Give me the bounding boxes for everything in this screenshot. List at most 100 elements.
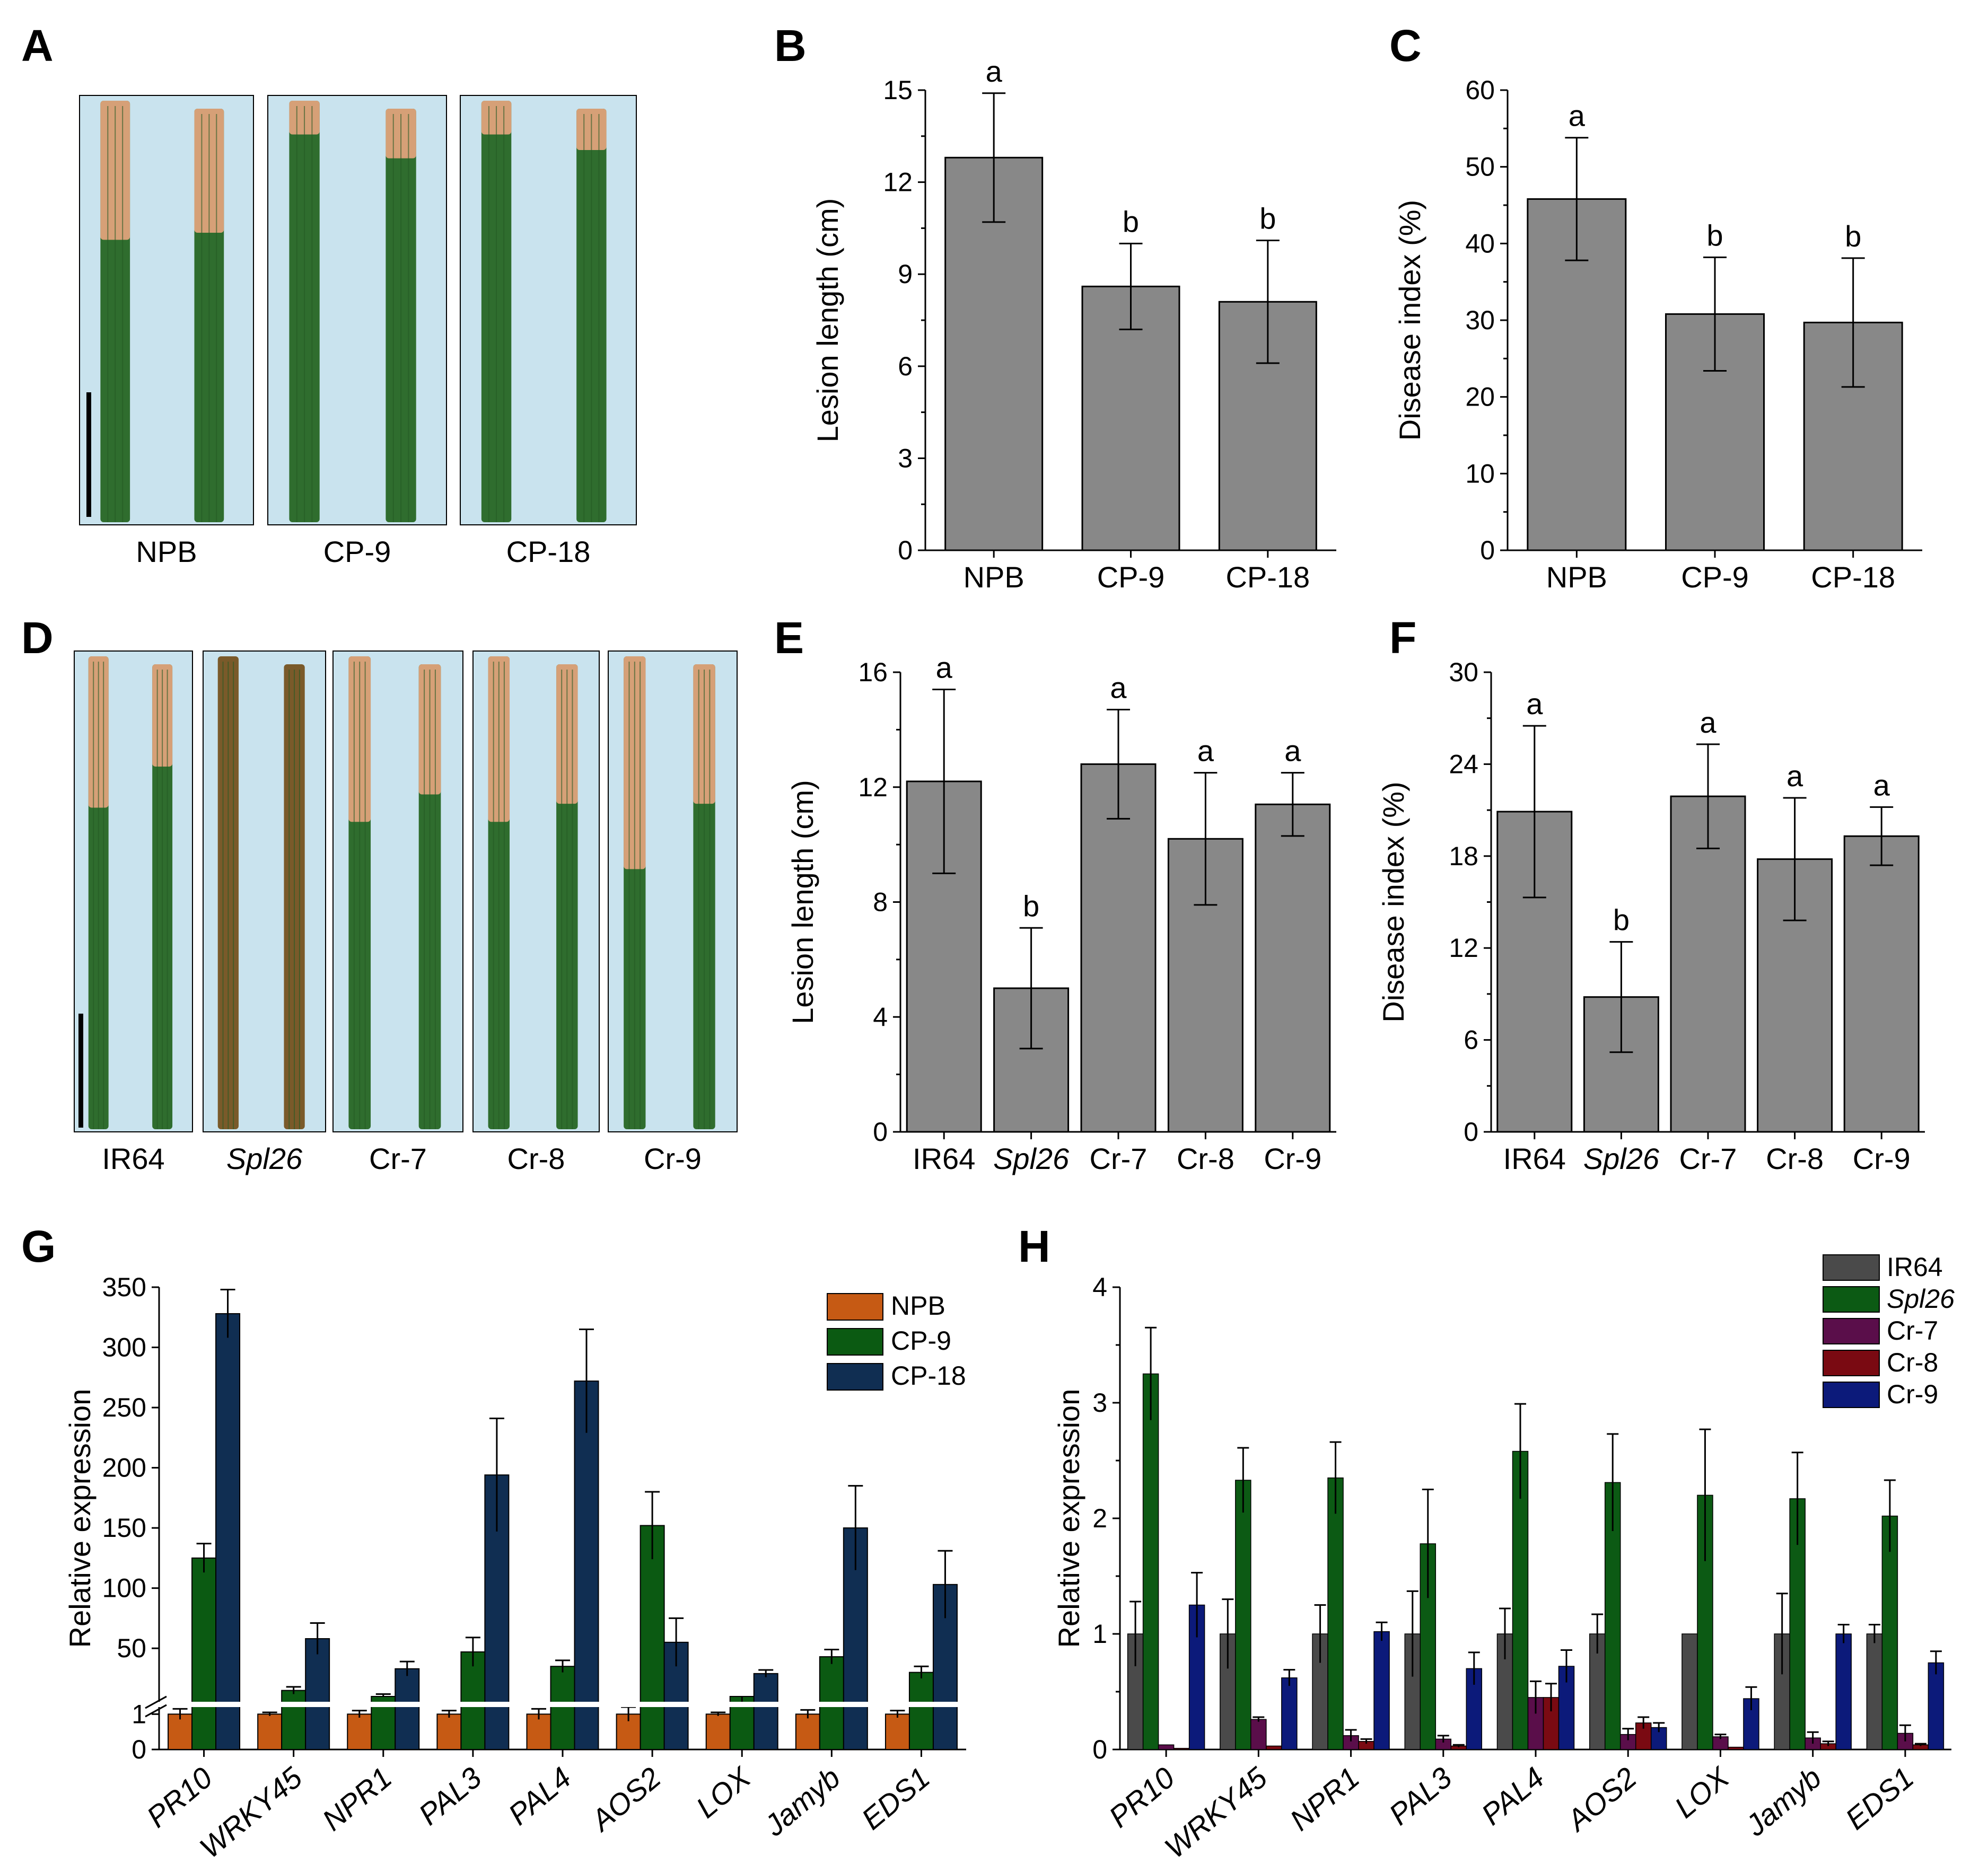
legend-label: Cr-7 — [1887, 1316, 1938, 1346]
x-tick-label: CP-9 — [1097, 560, 1165, 594]
legend-label: Cr-8 — [1887, 1348, 1938, 1377]
bar-ir64-eds1 — [1866, 1633, 1883, 1750]
leaf — [556, 664, 578, 1129]
y-tick-label: 150 — [102, 1513, 146, 1543]
panel-letter-h: H — [1018, 1221, 1050, 1271]
axis-break-mark — [145, 1695, 167, 1709]
x-tick-label: NPB — [1546, 560, 1607, 594]
leaf — [289, 101, 320, 522]
bar-cp18-wrky45 — [305, 1638, 330, 1750]
photo-label: IR64 — [102, 1142, 164, 1175]
bar-cr7 — [1080, 763, 1157, 1133]
chart-e: 0 4 8 12 16 Lesion length (cm) a IR64 b Spl26 a Cr-… — [786, 651, 1336, 1175]
chart-f: 0 6 12 18 24 30 Disease index (%) a IR64 b Spl26 a C… — [1377, 657, 1925, 1175]
leaf — [284, 664, 305, 1129]
bar-npb-wrky45 — [257, 1713, 283, 1750]
y-tick-label: 12 — [858, 772, 888, 802]
leaf — [576, 109, 607, 522]
x-tick-label: AOS2 — [584, 1761, 667, 1838]
x-tick-label: IR64 — [1503, 1142, 1566, 1175]
leaf-photo-cr9: Cr-9 — [608, 650, 738, 1175]
bar-cp9-pal4 — [550, 1666, 575, 1751]
bar-cp18-pal4 — [574, 1380, 599, 1751]
legend-label: Spl26 — [1887, 1284, 1955, 1314]
x-tick-label: Cr-9 — [1853, 1142, 1911, 1175]
legend-swatch — [827, 1328, 883, 1356]
x-tick-label: WRKY45 — [193, 1760, 309, 1865]
photo-label: CP-9 — [323, 535, 391, 568]
legend-swatch — [1823, 1286, 1880, 1313]
leaf — [481, 101, 512, 522]
significance-letter: b — [1123, 205, 1139, 238]
y-tick-label: 0 — [1464, 1117, 1478, 1147]
bar-cr8-wrky45 — [1266, 1745, 1282, 1750]
y-tick-label: 4 — [1092, 1272, 1107, 1302]
leaf-photo-ir64: IR64 — [74, 650, 193, 1175]
significance-letter: a — [1526, 687, 1543, 720]
bar-cr9-wrky45 — [1281, 1677, 1298, 1750]
bar-cp18-jamyb — [843, 1527, 868, 1751]
panel-letter-f: F — [1389, 613, 1416, 663]
y-tick-label: 30 — [1465, 305, 1495, 335]
x-tick-label: Spl26 — [1583, 1142, 1660, 1175]
x-tick-label: PR10 — [1102, 1761, 1181, 1834]
legend-label: NPB — [891, 1291, 945, 1321]
y-tick-label: 0 — [898, 535, 913, 565]
significance-letter: a — [1197, 734, 1214, 768]
legend-label: IR64 — [1887, 1252, 1943, 1282]
significance-letter: a — [1700, 706, 1716, 739]
legend-label: Cr-9 — [1887, 1379, 1938, 1409]
chart-b: 0 3 6 9 12 15 Lesion length (cm) a NPB b CP-9 b CP-1… — [811, 55, 1336, 594]
significance-letter: a — [1284, 734, 1301, 768]
axis-break-gap — [143, 1702, 971, 1707]
scale-bar — [86, 392, 91, 517]
bar-spl26-pr10 — [1142, 1373, 1159, 1750]
significance-letter: b — [1613, 903, 1630, 937]
y-tick-label: 0 — [1480, 535, 1495, 565]
bar-cp9-pal3 — [460, 1651, 486, 1751]
panel-letter-e: E — [774, 613, 804, 663]
y-tick-label: 3 — [898, 443, 913, 473]
significance-letter: b — [1706, 218, 1723, 252]
bar-spl26-npr1 — [1327, 1477, 1344, 1750]
y-tick-label: 30 — [1449, 657, 1478, 687]
significance-letter: a — [1569, 99, 1586, 133]
x-tick-label: Jamyb — [757, 1761, 846, 1843]
y-tick-label: 2 — [1092, 1503, 1107, 1533]
y-tick-label: 50 — [1465, 152, 1495, 182]
x-tick-label: PAL3 — [412, 1761, 487, 1832]
y-axis-title: Relative expression — [63, 1389, 97, 1648]
x-tick-label: EDS1 — [855, 1761, 936, 1836]
bar-cr7-wrky45 — [1250, 1719, 1267, 1750]
bar-cp9-wrky45 — [281, 1690, 306, 1750]
legend-swatch — [827, 1293, 883, 1321]
y-axis-title: Lesion length (cm) — [786, 780, 819, 1024]
panel-letters: A B C D E F G H — [21, 21, 1422, 1271]
photo-label: Cr-8 — [507, 1142, 565, 1175]
y-tick-label: 0 — [132, 1735, 146, 1764]
x-tick-label: NPR1 — [1283, 1761, 1365, 1837]
x-tick-label: LOX — [1668, 1760, 1736, 1824]
y-tick-label: 12 — [1449, 933, 1478, 963]
y-tick-label: 350 — [102, 1272, 146, 1302]
leaf-photo-npb: NPB — [79, 95, 254, 568]
x-tick-label: Jamyb — [1739, 1761, 1828, 1843]
y-tick-label: 12 — [883, 168, 913, 197]
y-tick-label: 24 — [1449, 749, 1478, 779]
x-tick-label: PAL3 — [1382, 1761, 1458, 1832]
bar-cp9 — [1081, 285, 1180, 551]
bar-cr8-pr10 — [1173, 1748, 1190, 1750]
bar-spl26-wrky45 — [1235, 1480, 1251, 1750]
bar-cr9-lox — [1743, 1698, 1759, 1750]
bar-ir64-wrky45 — [1220, 1633, 1236, 1750]
x-tick-label: Cr-8 — [1177, 1142, 1234, 1175]
x-tick-label: AOS2 — [1560, 1761, 1643, 1838]
photo-label: Spl26 — [226, 1142, 303, 1175]
y-tick-label: 6 — [898, 351, 913, 381]
photo-label: CP-18 — [506, 535, 591, 568]
y-tick-label: 100 — [102, 1573, 146, 1603]
y-tick-label: 16 — [858, 657, 888, 687]
bar-npb-npr1 — [347, 1713, 372, 1750]
